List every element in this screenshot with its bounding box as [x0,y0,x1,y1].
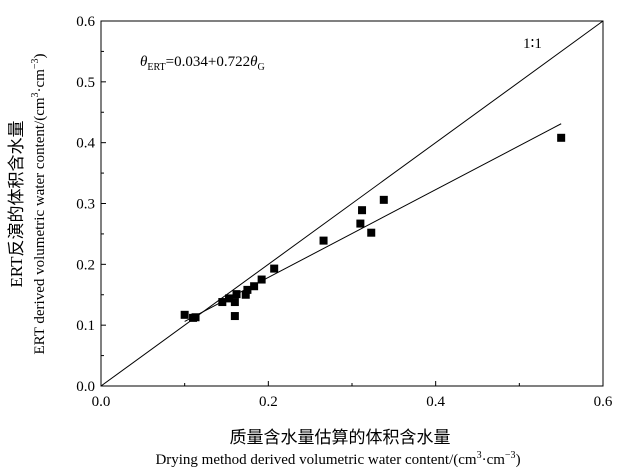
data-point [557,133,566,142]
y-tick-label: 0.0 [76,379,95,395]
y-tick-label: 0.5 [76,75,95,91]
data-point [191,313,200,322]
data-point [379,195,388,204]
data-point [230,298,239,307]
y-tick-label: 0.4 [76,136,95,152]
data-point [319,236,328,245]
one-to-one-label: 1∶1 [523,36,542,52]
data-point [232,290,241,299]
y-axis-label-zh: ERT反演的体积含水量 [7,120,26,287]
y-tick-label: 0.6 [76,14,95,30]
data-point [257,275,266,284]
x-axis-label-en: Drying method derived volumetric water c… [155,450,520,468]
x-axis-ticks: 0.0 0.2 0.4 0.6 [92,381,613,410]
regression-line [184,123,562,322]
data-point [250,282,259,291]
regression-equation: θERT=0.034+0.722θG [140,54,265,73]
y-tick-label: 0.1 [76,318,95,334]
data-point [367,228,376,237]
data-point [180,310,189,319]
x-tick-label: 0.0 [92,394,111,410]
data-point [270,264,279,273]
x-tick-label: 0.4 [426,394,445,410]
x-tick-label: 0.2 [259,394,278,410]
data-point [243,285,252,294]
y-axis-ticks: 0.0 0.1 0.2 0.3 0.4 0.5 0.6 [76,14,106,395]
data-points [180,133,566,322]
data-point [218,298,227,307]
y-tick-label: 0.2 [76,257,95,273]
x-tick-label: 0.6 [594,394,613,410]
y-axis-label-en: ERT derived volumetric water content/(cm… [30,53,48,354]
data-point [225,294,234,303]
y-tick-label: 0.3 [76,197,95,213]
data-point [230,312,239,321]
data-point [358,206,367,215]
one-to-one-line [100,20,604,387]
data-point [356,219,365,228]
data-point [241,290,250,299]
x-axis-label-zh: 质量含水量估算的体积含水量 [230,428,451,447]
